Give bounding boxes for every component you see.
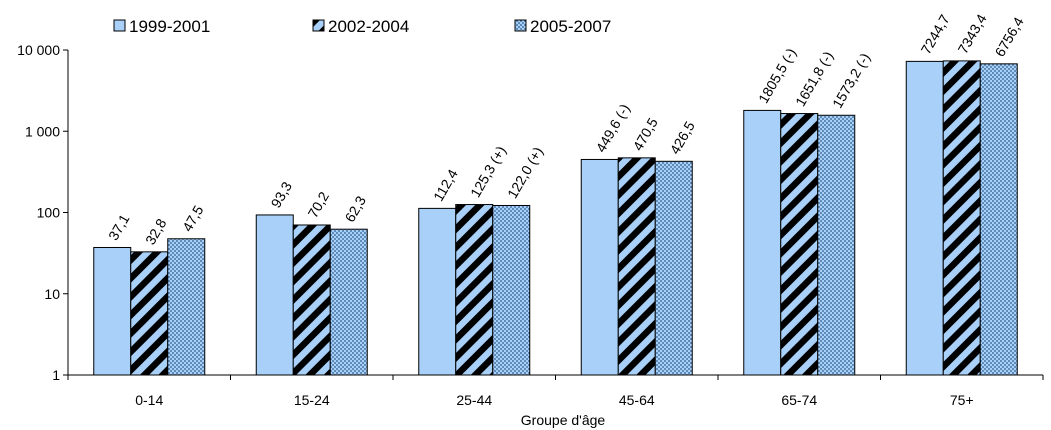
x-tick-label: 65-74: [781, 392, 817, 408]
bar: [255, 214, 294, 376]
legend-label: 2005-2007: [530, 17, 611, 36]
bar: [167, 238, 206, 376]
x-tick-label: 25-44: [456, 392, 492, 408]
y-tick-label: 10: [44, 286, 60, 302]
bars: [93, 60, 1018, 376]
x-tick-label: 0-14: [135, 392, 163, 408]
data-label: 62,3: [341, 193, 369, 225]
legend: 1999-2001 2002-2004 2005-2007: [113, 17, 611, 36]
y-tick-label: 1: [52, 367, 60, 383]
y-tick-label: 100: [37, 205, 61, 221]
data-label: 112,4: [430, 166, 461, 204]
bar: [455, 204, 494, 376]
data-label: 125,3 (+): [467, 143, 509, 200]
data-label: 470,5: [629, 115, 660, 154]
bar: [329, 228, 368, 376]
bar: [130, 251, 169, 376]
y-tick-label: 1 000: [25, 123, 60, 139]
bar: [418, 207, 457, 376]
bar: [292, 224, 331, 376]
bar: [580, 158, 619, 376]
x-tick-label: 15-24: [294, 392, 330, 408]
bar: [817, 114, 856, 376]
legend-swatch: [514, 19, 527, 32]
data-label: 7343,4: [954, 11, 989, 56]
bar: [654, 160, 693, 376]
data-label: 426,5: [666, 118, 697, 157]
x-tick-label: 75+: [950, 392, 974, 408]
x-tick-label: 45-64: [619, 392, 655, 408]
data-label: 122,0 (+): [504, 144, 546, 201]
data-label: 32,8: [142, 216, 170, 248]
bar: [93, 246, 132, 376]
data-label: 70,2: [304, 189, 332, 221]
bar: [780, 113, 819, 376]
data-label: 449,6 (-): [592, 101, 632, 155]
data-label: 37,1: [105, 211, 133, 243]
data-label: 7244,7: [917, 12, 952, 57]
data-label: 1805,5 (-): [755, 45, 799, 106]
bar: [979, 63, 1018, 376]
data-labels: 37,1 32,8 47,5 93,3 70,2 62,3 112,4 125,3 (+)12…: [105, 11, 1027, 247]
data-label: 47,5: [179, 202, 207, 234]
y-tick-label: 10 000: [17, 42, 60, 58]
data-label: 93,3: [267, 179, 295, 211]
bar: [743, 109, 782, 376]
axes: 1 10 100 1 000 10 000 0-14 15-24 25-44 45-64 65-7…: [17, 42, 1044, 408]
bar: [905, 60, 944, 376]
legend-swatch: [113, 19, 126, 32]
legend-swatch: [312, 19, 325, 32]
data-label: 6756,4: [991, 14, 1026, 59]
bar: [617, 157, 656, 376]
x-axis-label: Groupe d'âge: [521, 412, 606, 428]
data-label: 1573,2 (-): [829, 50, 873, 111]
bar: [492, 204, 531, 376]
legend-label: 1999-2001: [129, 17, 210, 36]
legend-label: 2002-2004: [328, 17, 409, 36]
bar: [942, 60, 981, 376]
